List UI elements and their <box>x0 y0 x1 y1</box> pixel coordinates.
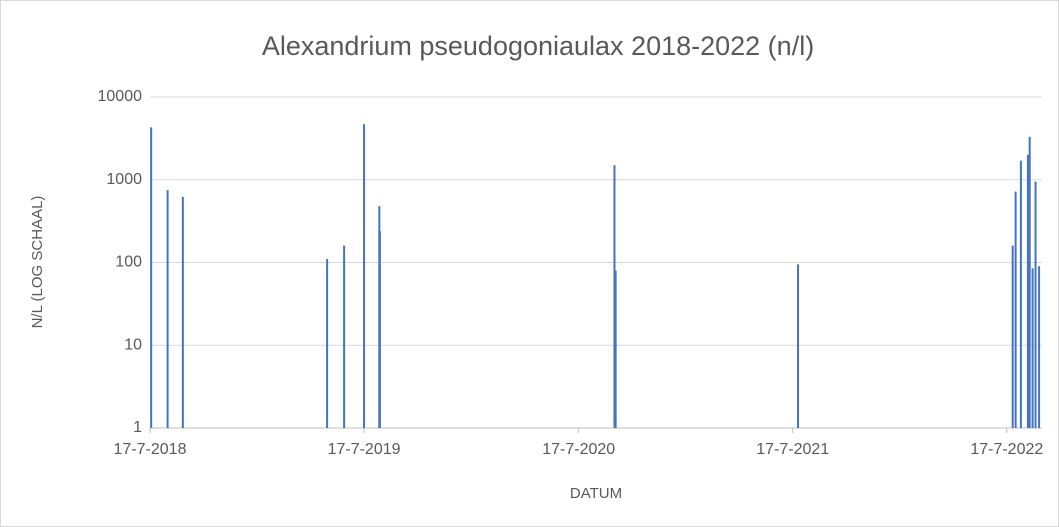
x-tick-label: 17-7-2020 <box>542 441 615 458</box>
bar <box>1026 154 1029 428</box>
bar <box>1014 191 1017 428</box>
x-tick-label: 17-7-2022 <box>970 441 1043 458</box>
bar <box>150 127 153 429</box>
bar <box>166 190 169 428</box>
bar <box>363 124 366 428</box>
chart-title: Alexandrium pseudogoniaulax 2018-2022 (n… <box>262 31 814 61</box>
bar <box>614 270 617 428</box>
x-tick-label: 17-7-2021 <box>756 441 829 458</box>
bar <box>181 196 184 428</box>
bar <box>797 264 800 428</box>
bar <box>1031 268 1034 428</box>
x-tick-label: 17-7-2018 <box>114 441 187 458</box>
bar <box>1028 136 1031 429</box>
bar <box>613 165 616 428</box>
bar <box>1038 266 1041 428</box>
y-tick-label: 10000 <box>98 88 143 105</box>
bar <box>343 245 346 428</box>
bar <box>1019 160 1022 428</box>
y-tick-label: 10 <box>124 336 142 353</box>
bar <box>1011 245 1014 428</box>
x-tick-label: 17-7-2019 <box>328 441 401 458</box>
y-axis-title: N/L (LOG SCHAAL) <box>29 196 46 329</box>
x-axis-title: DATUM <box>570 485 622 502</box>
y-tick-label: 1000 <box>106 171 142 188</box>
bar <box>1034 181 1037 428</box>
bar <box>378 231 381 428</box>
y-tick-label: 100 <box>115 254 142 271</box>
bar <box>326 259 329 428</box>
y-tick-label: 1 <box>133 419 142 436</box>
